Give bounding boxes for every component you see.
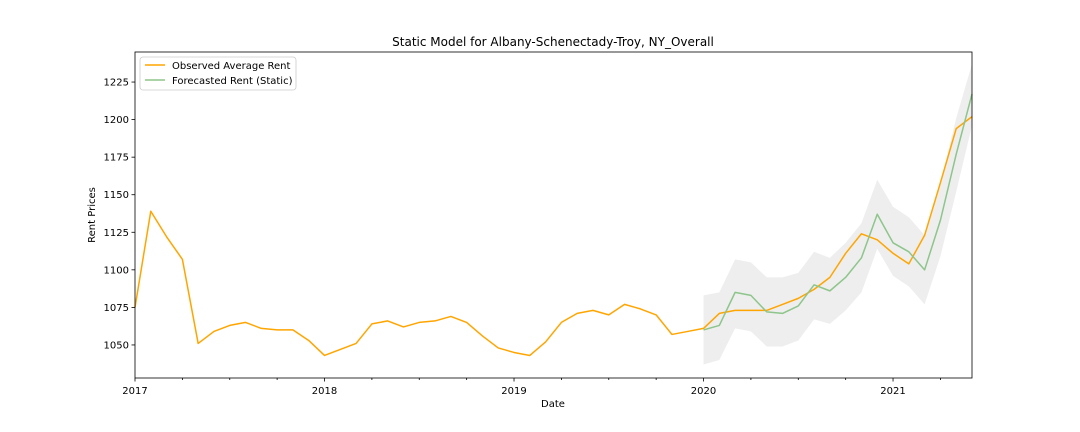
x-axis-title: Date (541, 399, 565, 410)
confidence-band-layer (703, 64, 972, 365)
observed-rent-line (134, 116, 973, 357)
plot-area (134, 51, 973, 379)
x-tick-label: 2017 (122, 386, 147, 397)
y-tick-label: 1100 (104, 265, 129, 276)
x-axis: 2017 2018 2019 2020 2021 (122, 378, 941, 397)
series-lines-layer (134, 93, 973, 357)
x-tick-label: 2020 (691, 386, 716, 397)
x-tick-label: 2018 (312, 386, 337, 397)
y-axis-title: Rent Prices (87, 187, 98, 243)
x-tick-label: 2019 (501, 386, 526, 397)
y-tick-label: 1050 (104, 340, 129, 351)
y-tick-label: 1175 (104, 153, 129, 164)
legend-box (139, 56, 297, 91)
legend-label-observed: Observed Average Rent (172, 61, 291, 72)
y-tick-label: 1225 (104, 78, 129, 89)
legend: Observed Average Rent Forecasted Rent (S… (139, 56, 297, 91)
y-tick-label: 1150 (104, 190, 129, 201)
y-tick-label: 1200 (104, 115, 129, 126)
plot-frame (134, 51, 973, 379)
x-tick-label: 2021 (880, 386, 905, 397)
chart-title: Static Model for Albany-Schenectady-Troy… (392, 35, 714, 49)
y-tick-label: 1075 (104, 303, 129, 314)
forecast-rent-line (703, 93, 973, 331)
y-tick-label: 1125 (104, 228, 129, 239)
legend-label-forecast: Forecasted Rent (Static) (172, 76, 293, 87)
y-axis: 1050 1075 1100 1125 1150 1175 1200 1225 (104, 78, 135, 351)
forecast-confidence-band (703, 64, 972, 365)
